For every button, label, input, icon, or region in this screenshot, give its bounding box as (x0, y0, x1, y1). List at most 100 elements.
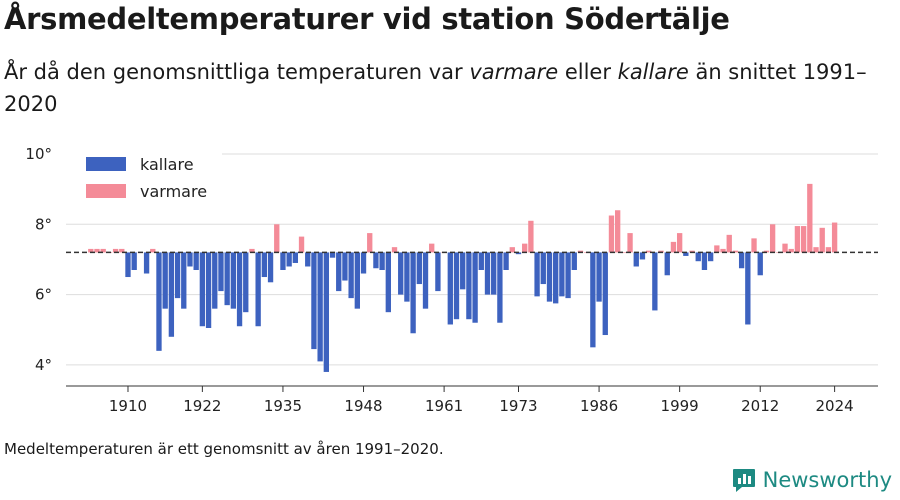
bar-1958 (422, 252, 429, 309)
x-tick-label: 2012 (741, 397, 779, 415)
bar-2011 (751, 238, 757, 253)
bar-1938 (298, 236, 305, 253)
bar-1939 (305, 252, 311, 267)
bar-1943 (329, 252, 336, 258)
bar-1982 (571, 252, 577, 270)
bar-1960 (435, 252, 441, 292)
bar-1927 (230, 252, 237, 309)
bar-1977 (540, 252, 546, 285)
bar-1940 (311, 252, 317, 350)
newsworthy-logo-icon (732, 469, 755, 492)
x-tick-label: 2024 (816, 397, 854, 415)
bar-1963 (453, 252, 460, 320)
bar-1952 (385, 252, 391, 313)
bar-1908 (112, 248, 119, 253)
bar-2005 (714, 245, 720, 253)
bar-1904 (88, 248, 94, 253)
bar-1975 (528, 220, 534, 253)
bar-2012 (757, 252, 763, 276)
bar-2006 (720, 248, 726, 253)
bar-1970 (497, 252, 503, 323)
bar-2008 (732, 250, 739, 253)
bar-1979 (553, 252, 559, 304)
bar-1994 (645, 250, 652, 253)
bar-1921 (193, 252, 199, 270)
bar-1993 (639, 252, 646, 260)
bar-1917 (168, 252, 175, 337)
bar-2018 (794, 226, 801, 253)
bar-2024 (831, 222, 838, 253)
bar-1953 (391, 247, 398, 253)
bar-1942 (323, 252, 330, 372)
bar-1911 (131, 252, 137, 270)
subtitle-cold-word: kallare (617, 60, 689, 84)
bar-1986 (596, 252, 602, 302)
brand-name: Newsworthy (762, 468, 892, 492)
bar-1957 (416, 252, 422, 285)
bar-1937 (292, 252, 299, 263)
x-tick-label: 1986 (580, 397, 618, 415)
bar-1915 (156, 252, 162, 351)
bar-2014 (769, 224, 776, 253)
bar-1931 (255, 252, 261, 327)
bar-2022 (819, 227, 825, 253)
x-tick-label: 1910 (109, 397, 147, 415)
bar-1923 (205, 252, 212, 328)
subtitle-middle: eller (558, 60, 618, 84)
subtitle-before: År då den genomsnittliga temperaturen va… (4, 60, 470, 84)
bar-1950 (373, 252, 379, 269)
bar-1936 (286, 252, 292, 267)
bar-2002 (695, 252, 701, 262)
bar-2003 (701, 252, 708, 270)
page-title: Årsmedeltemperaturer vid station Södertä… (4, 2, 730, 36)
bar-1925 (218, 252, 224, 292)
bar-1944 (336, 252, 342, 292)
bar-2020 (807, 183, 813, 253)
bar-1964 (460, 252, 466, 290)
bar-1956 (410, 252, 416, 334)
bar-1916 (162, 252, 168, 309)
source-note: Medeltemperaturen är ett genomsnitt av å… (4, 440, 444, 458)
bar-2007 (726, 234, 732, 253)
bar-1933 (267, 252, 274, 283)
bar-1972 (509, 247, 515, 253)
y-tick-label: 6° (35, 286, 52, 304)
bar-1934 (274, 224, 280, 253)
bar-1914 (150, 248, 156, 253)
y-tick-label: 10° (25, 145, 52, 163)
y-tick-label: 4° (35, 356, 52, 374)
bar-1910 (125, 252, 131, 278)
bar-1918 (174, 252, 181, 299)
bar-1905 (94, 248, 100, 253)
x-tick-label: 1935 (264, 397, 302, 415)
subtitle-after: än snittet 1991–2020 (4, 60, 867, 116)
bar-1919 (181, 252, 187, 309)
bar-1955 (404, 252, 410, 302)
bar-1981 (565, 252, 571, 299)
bar-1999 (676, 233, 683, 253)
bar-2010 (745, 252, 751, 325)
bar-1913 (143, 252, 150, 274)
bar-1948 (360, 252, 367, 274)
y-axis-ticks: 10° 8° 6° 4° (25, 145, 52, 374)
legend-label-cold: kallare (140, 155, 194, 174)
legend-swatch-cold (86, 157, 126, 171)
bar-1906 (100, 248, 106, 253)
bar-1976 (534, 252, 540, 297)
bar-1978 (546, 252, 553, 302)
bar-1991 (627, 233, 633, 253)
legend-label-warm: varmare (140, 182, 207, 201)
bar-2000 (683, 252, 689, 256)
bar-2001 (689, 250, 695, 253)
bar-1949 (367, 233, 373, 253)
bar-1932 (261, 252, 268, 278)
bar-1928 (236, 252, 243, 327)
page-subtitle: År då den genomsnittliga temperaturen va… (4, 56, 884, 120)
bar-1922 (199, 252, 206, 327)
bar-1997 (664, 252, 670, 276)
bar-1983 (577, 250, 584, 253)
bars (88, 183, 838, 372)
bar-1980 (559, 252, 565, 297)
bar-1996 (658, 250, 664, 253)
x-tick-label: 1948 (344, 397, 382, 415)
